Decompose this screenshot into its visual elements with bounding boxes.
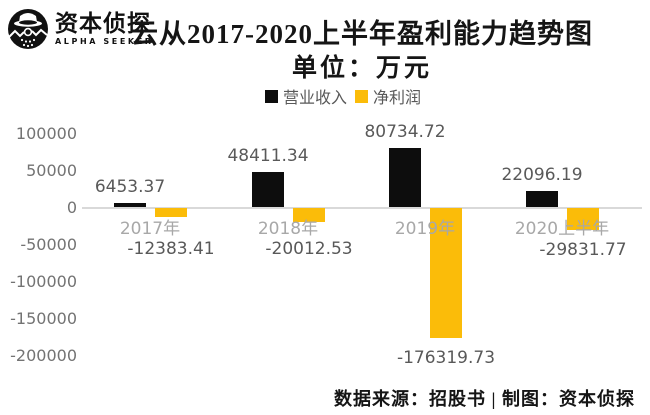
legend-label-revenue: 营业收入 <box>282 88 347 107</box>
legend-item-net-profit: 净利润 <box>355 84 421 108</box>
chart-legend: 营业收入 净利润 <box>36 84 650 108</box>
net-profit-value-label: -12383.41 <box>127 239 215 259</box>
brand-text: 资本侦探 ALPHA SEEKER <box>55 7 154 47</box>
y-axis-tick-label: 100000 <box>15 123 77 143</box>
detective-logo-icon <box>8 9 48 52</box>
revenue-value-label: 6453.37 <box>94 176 166 197</box>
brand-name-cn: 资本侦探 <box>55 11 151 37</box>
bar-revenue <box>252 171 284 208</box>
category-label: 2020上半年 <box>514 219 610 239</box>
bar-revenue <box>526 191 558 208</box>
revenue-value-label: 22096.19 <box>501 165 583 186</box>
chart-title: 云从2017-2020上半年盈利能力趋势图 <box>131 19 593 49</box>
net-profit-value-label: -29831.77 <box>539 239 627 260</box>
bar-net-profit <box>155 207 187 217</box>
bar-net-profit <box>567 207 599 230</box>
source-credit: 数据来源：招股书 | 制图：资本侦探 <box>334 389 635 409</box>
bar-net-profit <box>430 207 462 338</box>
category-label: 2017年 <box>119 219 181 239</box>
chart-subtitle-unit: 单位：万元 <box>291 55 432 82</box>
legend-label-net-profit: 净利润 <box>373 88 422 107</box>
brand-name-en: ALPHA SEEKER <box>55 37 154 46</box>
category-label: 2018年 <box>257 219 319 239</box>
y-axis-tick-label: 50000 <box>26 160 77 180</box>
legend-item-revenue: 营业收入 <box>264 84 347 108</box>
revenue-value-label: 80734.72 <box>364 121 446 142</box>
y-axis-tick-label: -50000 <box>20 234 77 254</box>
category-label: 2019年 <box>394 219 456 239</box>
y-axis-tick-label: -200000 <box>10 345 77 365</box>
bar-revenue <box>389 147 421 208</box>
revenue-value-label: 48411.34 <box>227 145 309 166</box>
y-axis-tick-label: -150000 <box>10 308 77 328</box>
y-axis-tick-label: 0 <box>66 197 77 217</box>
bar-net-profit <box>293 207 325 223</box>
bar-revenue <box>114 202 146 208</box>
net-profit-value-label: -176319.73 <box>396 347 496 368</box>
brand-logo: 资本侦探 ALPHA SEEKER <box>7 7 154 53</box>
net-profit-value-label: -20012.53 <box>265 239 353 259</box>
revenue-swatch-icon <box>264 89 278 103</box>
y-axis-tick-label: -100000 <box>10 271 77 291</box>
net-profit-swatch-icon <box>355 89 368 103</box>
zero-axis-line <box>82 206 642 209</box>
